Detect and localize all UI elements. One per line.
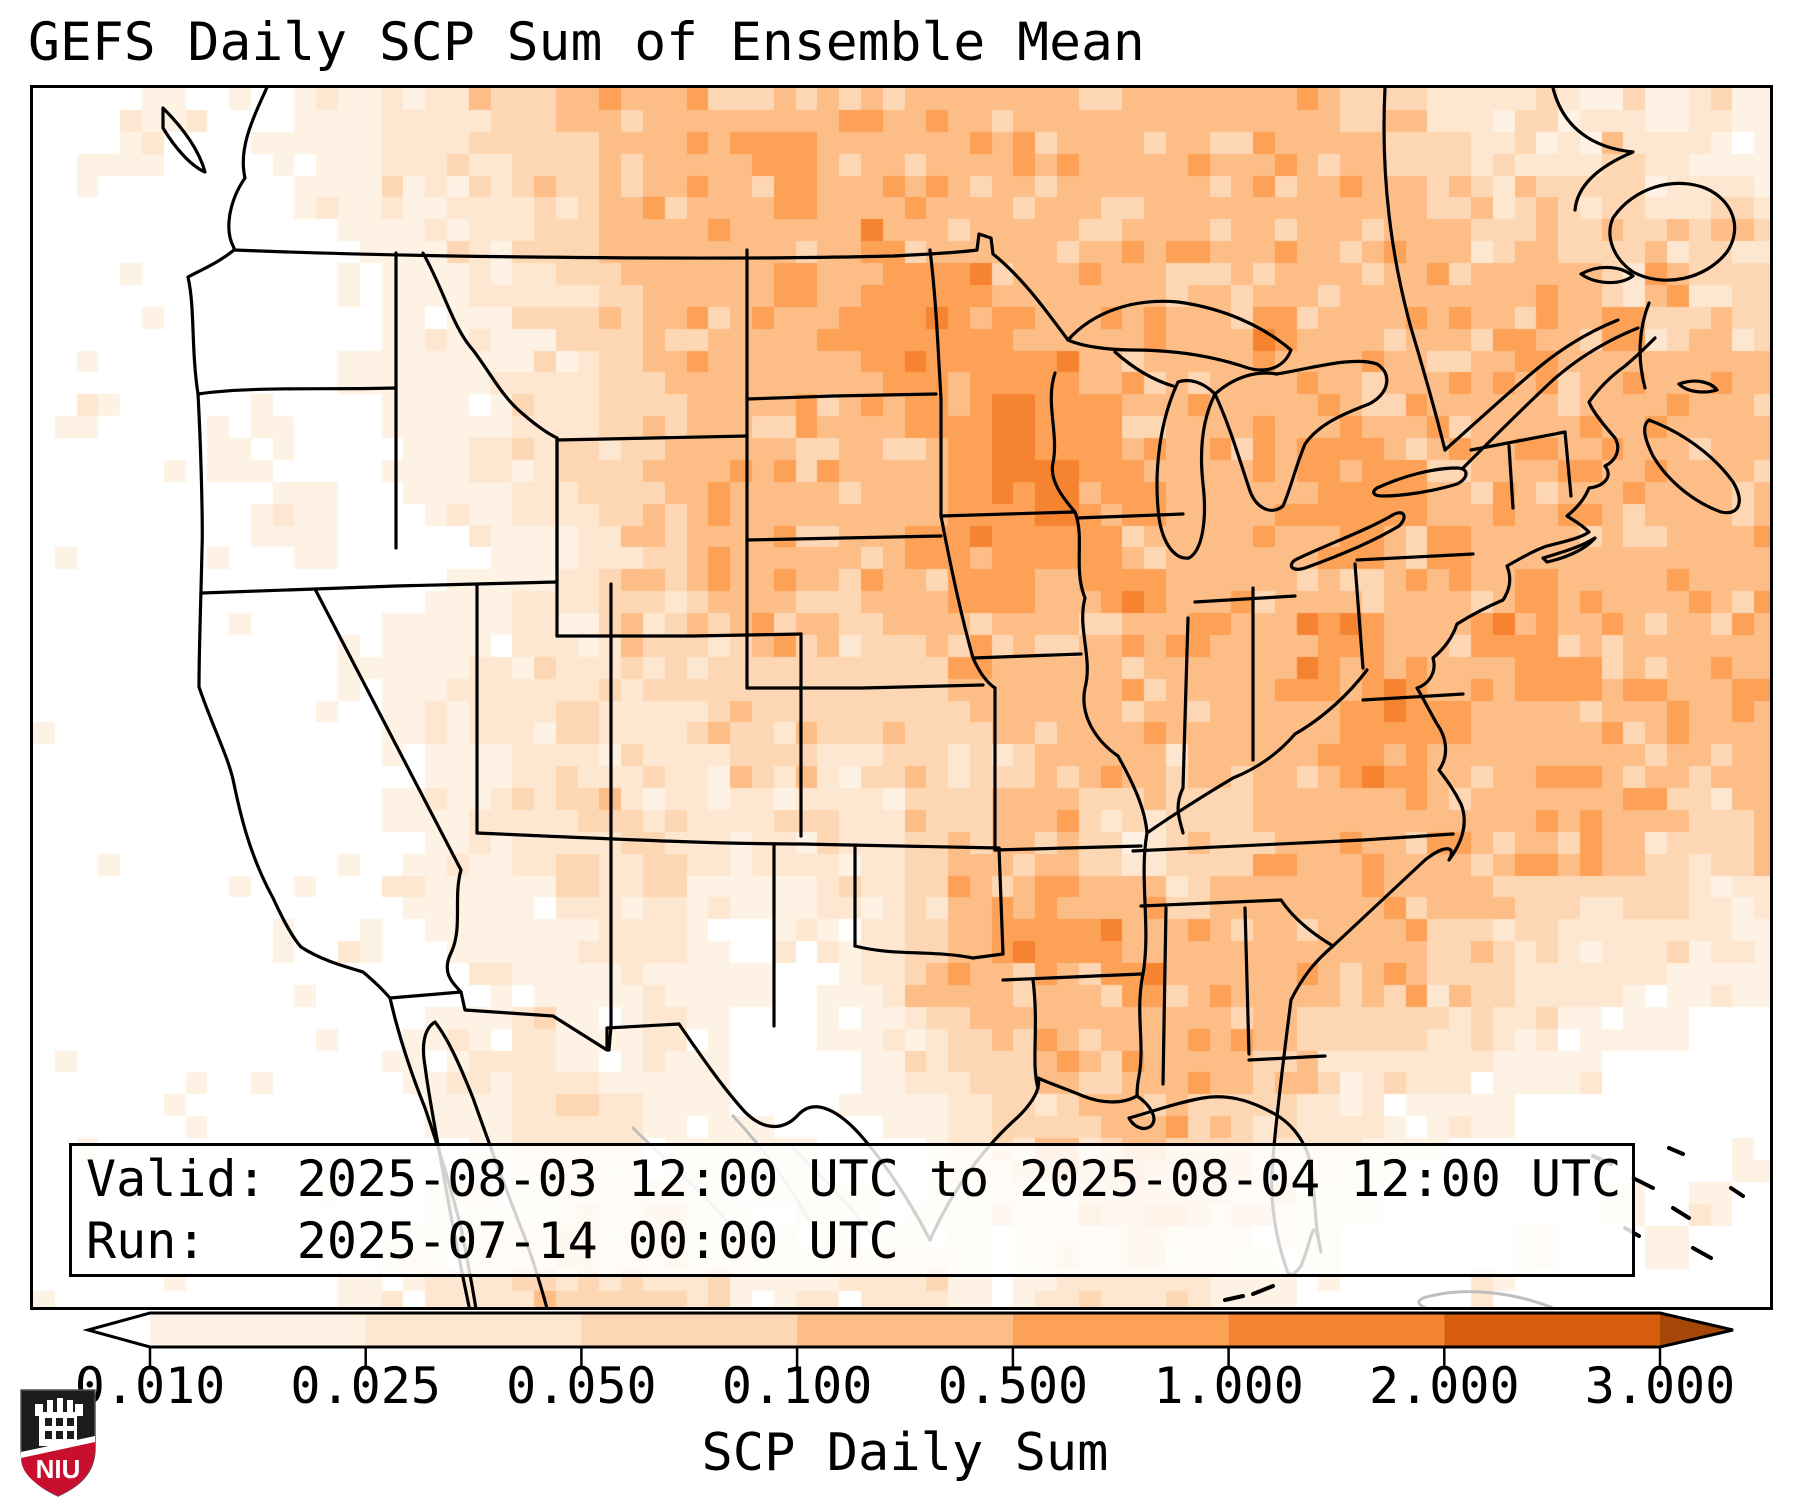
info-valid-line: Valid: 2025-08-03 12:00 UTC to 2025-08-0… [86,1150,1622,1208]
tick-label-3000: 3.000 [1584,1357,1736,1415]
scp-heatmap-canvas [33,88,1770,1307]
niu-castle-icon [35,1398,83,1446]
valid-run-info-box: Valid: 2025-08-03 12:00 UTC to 2025-08-0… [69,1143,1635,1277]
colorbar-segment-2 [365,1313,582,1347]
tick-label-0010: 0.010 [74,1357,226,1415]
figure-title: GEFS Daily SCP Sum of Ensemble Mean [28,12,1145,73]
tick-label-0050: 0.050 [506,1357,657,1415]
tick-label-2000: 2.000 [1369,1357,1520,1415]
niu-shield-red [21,1442,95,1496]
colorbar-under-arrow [88,1313,150,1347]
map-panel: Valid: 2025-08-03 12:00 UTC to 2025-08-0… [30,85,1773,1310]
colorbar: 0.010 0.025 0.050 0.100 0.500 1.000 2.00… [0,1305,1803,1500]
colorbar-ticks [148,1347,1662,1367]
colorbar-segment-7 [1444,1313,1661,1347]
colorbar-svg [82,1311,1734,1367]
niu-logo-text: NIU [36,1454,81,1484]
colorbar-axis-label: SCP Daily Sum [701,1423,1109,1483]
info-run-line: Run: 2025-07-14 00:00 UTC [86,1212,899,1270]
niu-logo: NIU [20,1389,96,1497]
tick-label-1000: 1.000 [1153,1357,1304,1415]
colorbar-segment-4 [797,1313,1013,1347]
tick-label-0500: 0.500 [937,1357,1089,1415]
colorbar-segment-6 [1228,1313,1445,1347]
colorbar-segment-1 [150,1313,366,1347]
colorbar-over-arrow [1660,1313,1733,1347]
colorbar-segment-3 [581,1313,798,1347]
tick-label-0100: 0.100 [721,1357,873,1415]
colorbar-segment-5 [1012,1313,1229,1347]
tick-label-0025: 0.025 [290,1357,441,1415]
